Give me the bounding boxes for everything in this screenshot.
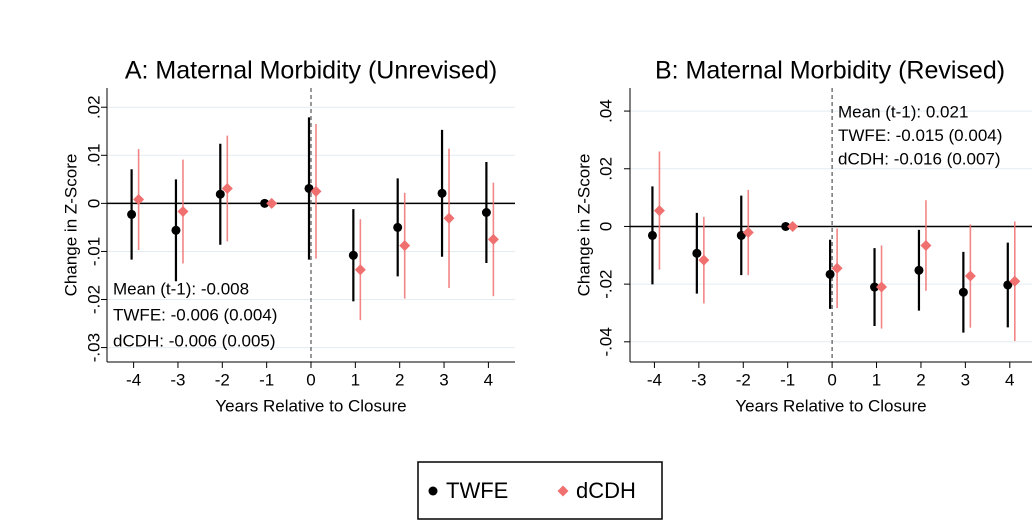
- marker: [831, 262, 843, 274]
- marker: [698, 254, 710, 266]
- x-tick-label: 0: [827, 370, 836, 389]
- annotation: dCDH: -0.016 (0.007): [838, 149, 1001, 168]
- x-tick-label: 4: [484, 370, 493, 389]
- marker: [171, 225, 181, 235]
- x-tick-label: -3: [170, 370, 185, 389]
- marker: [1003, 280, 1013, 290]
- marker: [177, 206, 189, 218]
- y-tick-label: 0: [84, 199, 103, 208]
- x-tick-label: 1: [872, 370, 881, 389]
- x-tick-label: -4: [126, 370, 141, 389]
- x-tick-label: 3: [439, 370, 448, 389]
- marker: [914, 265, 924, 275]
- marker: [787, 220, 799, 232]
- x-tick-label: -1: [780, 370, 795, 389]
- marker: [487, 233, 499, 245]
- y-tick-label: -.01: [84, 237, 103, 266]
- x-tick-label: -1: [259, 370, 274, 389]
- x-tick-label: -4: [647, 370, 662, 389]
- y-tick-label: 0: [596, 222, 615, 231]
- marker: [260, 198, 270, 208]
- x-tick-label: 2: [916, 370, 925, 389]
- marker: [876, 281, 888, 293]
- legend-label: TWFE: [446, 478, 508, 503]
- y-tick-label: .01: [84, 143, 103, 167]
- marker: [920, 239, 932, 251]
- annotation: Mean (t-1): 0.021: [838, 102, 968, 121]
- marker: [354, 264, 366, 276]
- marker: [310, 185, 322, 197]
- x-tick-label: -3: [691, 370, 706, 389]
- marker: [825, 269, 835, 279]
- legend-marker: [557, 485, 569, 497]
- x-axis-label: Years Relative to Closure: [735, 396, 926, 415]
- x-tick-label: -2: [215, 370, 230, 389]
- x-tick-label: 3: [961, 370, 970, 389]
- chart-title: A: Maternal Morbidity (Unrevised): [125, 57, 497, 85]
- annotation: Mean (t-1): -0.008: [113, 279, 249, 298]
- legend-box: [417, 461, 663, 520]
- marker: [1009, 275, 1021, 287]
- annotation: TWFE: -0.015 (0.004): [838, 126, 1002, 145]
- x-tick-label: -2: [736, 370, 751, 389]
- y-tick-label: .02: [596, 157, 615, 181]
- y-axis-label: Change in Z-Score: [574, 154, 593, 297]
- marker: [215, 189, 225, 199]
- y-tick-label: -.02: [596, 269, 615, 298]
- marker: [399, 240, 411, 252]
- marker: [481, 208, 491, 218]
- marker: [742, 226, 754, 238]
- legend-label: dCDH: [576, 478, 636, 503]
- y-tick-label: -.03: [84, 333, 103, 362]
- y-tick-label: .02: [84, 95, 103, 119]
- marker: [266, 197, 278, 209]
- legend-marker: [428, 486, 438, 496]
- x-axis-label: Years Relative to Closure: [215, 396, 406, 415]
- y-tick-label: -.04: [596, 327, 615, 356]
- marker: [692, 248, 702, 258]
- marker: [653, 205, 665, 217]
- marker: [964, 270, 976, 282]
- marker: [133, 194, 145, 206]
- x-tick-label: 0: [306, 370, 315, 389]
- marker: [348, 250, 358, 260]
- marker: [958, 287, 968, 297]
- x-tick-label: 2: [395, 370, 404, 389]
- marker: [437, 188, 447, 198]
- marker: [870, 282, 880, 292]
- marker: [393, 222, 403, 232]
- y-tick-label: .04: [596, 99, 615, 123]
- annotation: dCDH: -0.006 (0.005): [113, 331, 276, 350]
- marker: [221, 182, 233, 194]
- y-axis-label: Change in Z-Score: [61, 154, 80, 297]
- annotation: TWFE: -0.006 (0.004): [113, 305, 277, 324]
- marker: [127, 209, 137, 219]
- marker: [781, 221, 791, 231]
- x-tick-label: 4: [1005, 370, 1014, 389]
- marker: [443, 212, 455, 224]
- chart-title: B: Maternal Morbidity (Revised): [655, 57, 1005, 85]
- marker: [647, 230, 657, 240]
- x-tick-label: 1: [351, 370, 360, 389]
- y-tick-label: -.02: [84, 285, 103, 314]
